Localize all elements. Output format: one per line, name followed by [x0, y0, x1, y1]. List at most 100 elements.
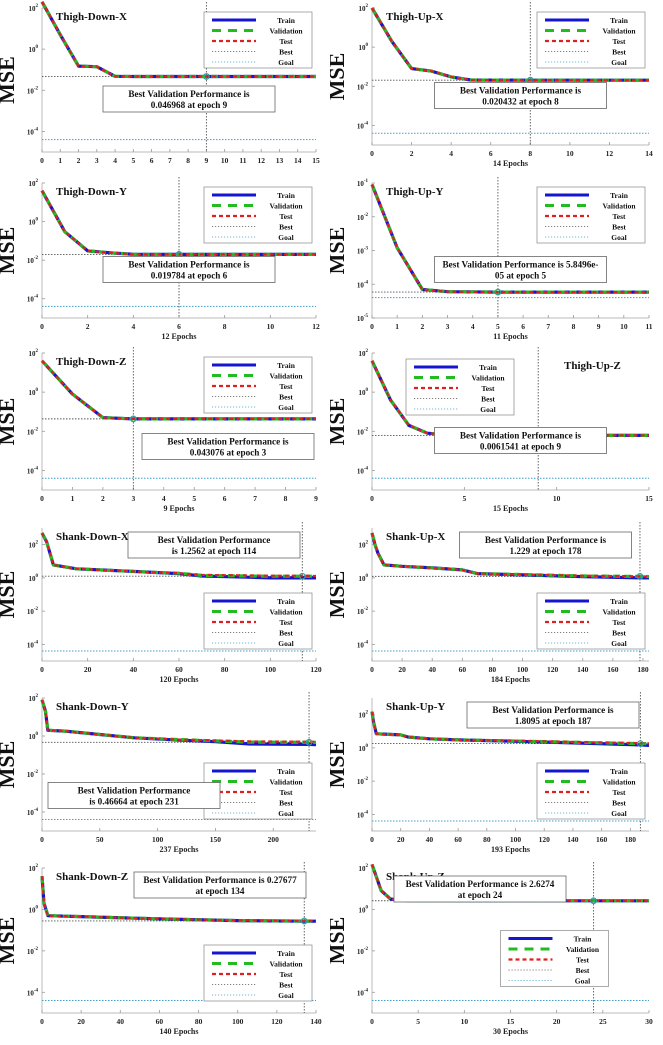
x-tick-label: 3	[446, 322, 450, 331]
annotation-line: Best Validation Performance is 2.6274	[406, 879, 555, 889]
best-performance-annotation: Best Validation Performance is1.8095 at …	[466, 701, 640, 729]
legend-label-test: Test	[279, 788, 293, 797]
y-tick-label: 102	[29, 179, 39, 188]
x-tick-label: 15	[507, 1017, 515, 1026]
x-tick-label: 0	[40, 494, 44, 503]
y-tick-label: 102	[359, 541, 369, 550]
y-tick-label: 102	[359, 349, 369, 358]
x-tick-label: 9	[597, 322, 601, 331]
y-tick-label: 102	[29, 349, 39, 358]
y-tick-label: 102	[29, 4, 39, 13]
chart-title: Thigh-Up-X	[386, 11, 444, 23]
x-tick-label: 0	[370, 1017, 374, 1026]
x-axis-label: 193 Epochs	[491, 845, 530, 854]
legend-label-train: Train	[610, 767, 629, 776]
x-tick-label: 6	[521, 322, 525, 331]
best-performance-annotation: Best Validation Performance is0.046968 a…	[102, 85, 276, 113]
x-tick-label: 10	[553, 494, 561, 503]
chart-svg: MSE 102 100 10-2 10-4 0 20 40 60 80 100 120 120 Epoc…	[0, 522, 322, 684]
chart-panel-thigh-up-y: MSE 10-1 10-2 10-3 10-4 10-5 0 1 2 3 4 5 6 7 8 9 10 11 11 …	[324, 175, 663, 345]
annotation-line: Best Validation Performance	[78, 786, 191, 796]
legend-label-best: Best	[279, 629, 293, 638]
y-tick-label: 10-2	[27, 256, 39, 265]
x-tick-label: 80	[483, 835, 491, 844]
x-tick-label: 150	[210, 835, 222, 844]
y-tick-label: 10-2	[27, 770, 39, 779]
legend-label-validation: Validation	[471, 374, 505, 383]
legend-label-goal: Goal	[480, 405, 495, 414]
best-point-marker	[636, 572, 644, 580]
x-tick-label: 40	[428, 665, 436, 674]
x-tick-label: 0	[40, 322, 44, 331]
x-axis-label: 237 Epochs	[160, 845, 199, 854]
annotation-line: at epoch 24	[458, 890, 503, 900]
best-performance-annotation: Best Validation Performance is 5.8496e-0…	[434, 256, 607, 283]
y-tick-label: 100	[29, 218, 39, 227]
x-tick-label: 120	[310, 665, 322, 674]
x-tick-label: 14	[645, 149, 653, 158]
legend-label-validation: Validation	[269, 202, 303, 211]
y-tick-label: 100	[359, 43, 369, 52]
x-tick-label: 40	[426, 835, 434, 844]
chart-title: Shank-Down-Z	[56, 871, 128, 883]
best-performance-annotation: Best Validation Performance is 0.27677at…	[133, 871, 307, 899]
series-test	[40, 699, 316, 743]
legend-label-train: Train	[479, 363, 498, 372]
x-tick-label: 20	[77, 1017, 85, 1026]
annotation-line: 0.043076 at epoch 3	[190, 448, 267, 458]
x-tick-label: 120	[539, 835, 551, 844]
y-tick-label: 10-4	[27, 808, 39, 817]
legend-label-goal: Goal	[611, 639, 626, 648]
x-axis-label: 14 Epochs	[493, 159, 528, 168]
y-axis-label: MSE	[330, 917, 349, 965]
x-tick-label: 5	[131, 156, 135, 165]
best-point-marker	[636, 740, 644, 747]
x-axis-label: 12 Epochs	[162, 332, 197, 341]
legend-label-best: Best	[279, 799, 293, 808]
x-tick-label: 10	[221, 156, 229, 165]
x-tick-label: 2	[420, 322, 424, 331]
chart-title: Thigh-Up-Z	[564, 360, 621, 372]
x-tick-label: 10	[566, 149, 574, 158]
annotation-line: 0.019784 at epoch 6	[151, 271, 228, 281]
annotation-line: at epoch 134	[196, 886, 245, 896]
y-tick-label: 10-2	[27, 427, 39, 436]
annotation-line: Best Validation Performance is	[128, 89, 250, 99]
legend-label-best: Best	[279, 48, 293, 57]
y-tick-label: 102	[359, 711, 369, 720]
annotation-line: is 0.46664 at epoch 231	[89, 797, 179, 807]
chart-svg: MSE 102 100 10-2 10-4 0 20 40 60 80 100 120 140 160 18…	[324, 692, 650, 854]
chart-panel-thigh-down-x: MSE 102 100 10-2 10-4 0 1 2 3 4 5 6 7 8 9 10 11 12 13 14 15 T…	[0, 0, 330, 172]
y-tick-label: 10-4	[27, 466, 39, 475]
legend-label-train: Train	[277, 16, 296, 25]
series-validation	[370, 711, 649, 746]
x-tick-label: 120	[547, 665, 559, 674]
legend-label-validation: Validation	[602, 608, 636, 617]
x-tick-label: 7	[546, 322, 550, 331]
legend-label-test: Test	[576, 956, 590, 965]
y-axis-label: MSE	[0, 571, 19, 619]
x-tick-label: 15	[645, 494, 653, 503]
annotation-line: Best Validation Performance is	[128, 260, 250, 270]
legend-label-test: Test	[279, 382, 293, 391]
x-tick-label: 180	[625, 835, 637, 844]
y-axis-label: MSE	[330, 227, 349, 275]
x-tick-label: 11	[239, 156, 246, 165]
x-tick-label: 6	[150, 156, 154, 165]
y-tick-label: 10-2	[27, 947, 39, 956]
legend-label-train: Train	[610, 16, 629, 25]
annotation-line: Best Validation Performance is	[492, 705, 614, 715]
annotation-line: 0.0061541 at epoch 9	[480, 442, 562, 452]
x-tick-label: 0	[370, 835, 374, 844]
x-tick-label: 15	[312, 156, 320, 165]
series-test	[41, 532, 317, 578]
series-test	[370, 184, 649, 294]
legend-label-best: Best	[279, 393, 293, 402]
chart-title: Thigh-Down-Y	[56, 186, 127, 198]
legend-label-test: Test	[612, 212, 626, 221]
x-axis-label: 11 Epochs	[493, 332, 527, 341]
